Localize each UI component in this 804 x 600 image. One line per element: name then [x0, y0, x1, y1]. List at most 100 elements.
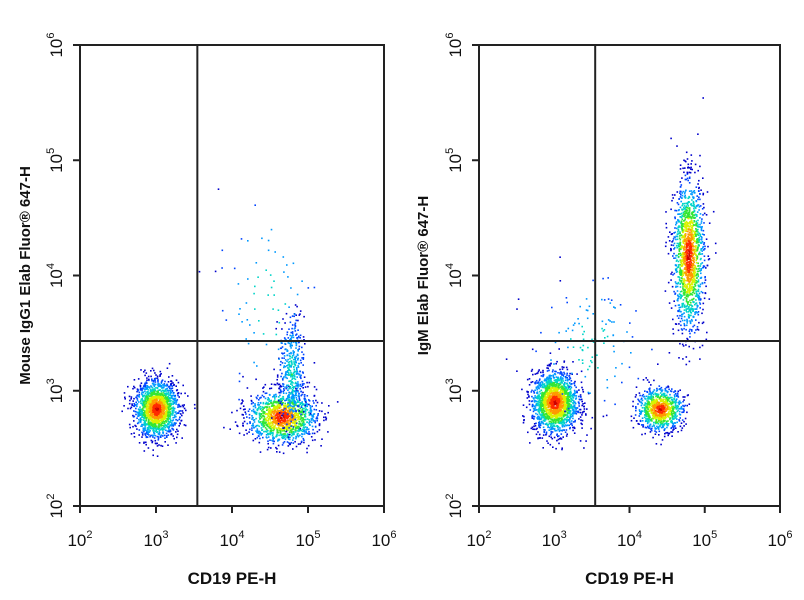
event-dot — [277, 413, 279, 416]
event-dot — [290, 373, 292, 375]
event-dot — [556, 408, 558, 410]
event-dot — [282, 442, 285, 444]
event-dot — [305, 408, 307, 410]
event-dot — [562, 407, 565, 409]
event-dot — [277, 431, 280, 434]
event-dot — [158, 384, 161, 386]
event-dot — [280, 409, 282, 412]
event-dot — [131, 403, 133, 405]
event-dot — [300, 362, 302, 364]
event-dot — [156, 427, 158, 430]
event-dot — [531, 404, 534, 407]
event-dot — [540, 397, 542, 400]
event-dot — [134, 424, 136, 427]
event-dot — [270, 387, 273, 390]
event-dot — [280, 421, 282, 424]
event-dot — [560, 412, 563, 414]
event-dot — [268, 393, 271, 396]
event-dot — [170, 382, 173, 385]
event-dot — [292, 405, 295, 408]
event-dot — [144, 385, 147, 388]
event-dot — [263, 396, 265, 398]
event-dot — [574, 406, 576, 408]
event-dot — [571, 407, 573, 410]
event-dot — [152, 454, 154, 457]
event-dot — [284, 430, 287, 433]
event-dot — [559, 391, 562, 393]
event-dot — [313, 408, 316, 411]
event-dot — [286, 423, 288, 426]
event-dot — [276, 448, 278, 450]
event-dot — [553, 420, 555, 422]
event-dot — [136, 394, 139, 397]
event-dot — [143, 422, 145, 424]
event-dot — [531, 348, 534, 351]
event-dot — [287, 384, 290, 387]
event-dot — [301, 408, 304, 411]
event-dot — [180, 392, 182, 395]
event-dot — [158, 429, 161, 432]
event-dot — [550, 430, 552, 433]
event-dot — [313, 362, 316, 364]
event-dot — [163, 386, 165, 389]
event-dot — [156, 375, 159, 378]
event-dot — [148, 386, 150, 388]
event-dot — [265, 428, 268, 430]
event-dot — [563, 425, 566, 428]
event-dot — [300, 394, 302, 397]
event-dot — [157, 395, 159, 398]
event-dot — [149, 408, 152, 411]
event-dot — [162, 406, 164, 409]
event-dot — [158, 420, 160, 423]
event-dot — [150, 420, 153, 422]
event-dot — [552, 390, 554, 392]
event-dot — [279, 394, 281, 397]
event-dot — [286, 417, 289, 420]
event-dot — [573, 432, 576, 434]
event-dot — [287, 403, 289, 405]
event-dot — [256, 436, 259, 439]
event-dot — [277, 419, 279, 422]
event-dot — [152, 426, 155, 428]
event-dot — [302, 426, 305, 428]
event-dot — [286, 426, 288, 428]
event-dot — [164, 429, 167, 431]
event-dot — [295, 314, 297, 316]
event-dot — [286, 384, 288, 387]
event-dot — [281, 444, 284, 446]
event-dot — [154, 389, 156, 391]
event-dot — [149, 402, 152, 405]
event-dot — [306, 451, 308, 454]
event-dot — [291, 327, 293, 330]
event-dot — [167, 423, 169, 426]
event-dot — [571, 394, 573, 397]
event-dot — [301, 384, 304, 386]
event-dot — [133, 397, 135, 400]
event-dot — [556, 433, 558, 435]
event-dot — [311, 405, 313, 408]
event-dot — [295, 370, 297, 373]
event-dot — [559, 413, 562, 416]
event-dot — [299, 383, 302, 386]
event-dot — [272, 424, 274, 426]
event-dot — [152, 399, 155, 401]
event-dot — [539, 392, 542, 395]
event-dot — [286, 433, 289, 435]
event-dot — [534, 382, 537, 385]
event-dot — [572, 429, 574, 432]
event-dot — [300, 385, 303, 388]
event-dot — [260, 427, 263, 429]
event-dot — [284, 374, 287, 377]
event-dot — [578, 402, 580, 405]
event-dot — [281, 346, 284, 348]
event-dot — [576, 373, 578, 375]
event-dot — [563, 388, 565, 390]
event-dot — [149, 414, 152, 417]
event-dot — [299, 370, 301, 373]
event-dot — [142, 419, 145, 422]
event-dot — [295, 436, 297, 438]
event-dot — [157, 389, 160, 392]
event-dot — [263, 411, 266, 413]
event-dot — [154, 442, 157, 445]
event-dot — [538, 422, 540, 424]
